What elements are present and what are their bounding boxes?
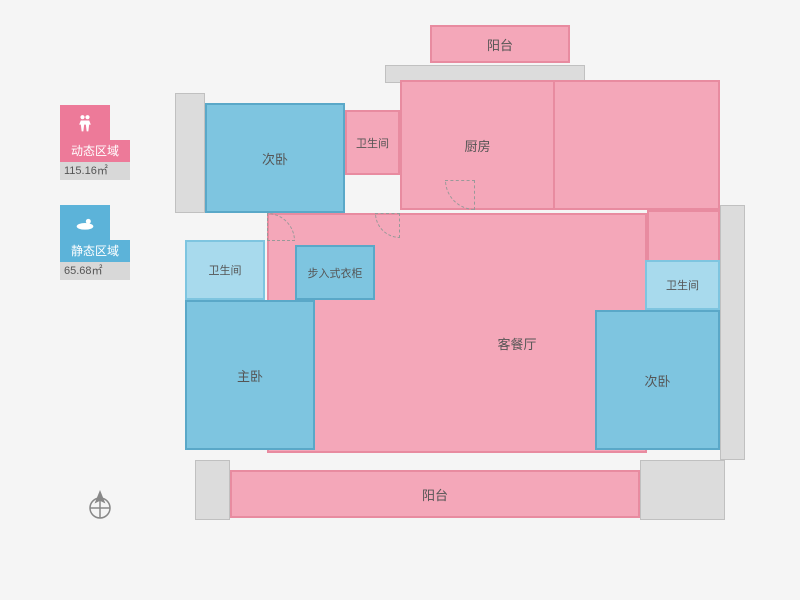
wall-segment — [175, 93, 205, 213]
legend-panel: 动态区域 115.16㎡ 静态区域 65.68㎡ — [60, 105, 130, 305]
wall-segment — [640, 460, 725, 520]
room-bedroom-sec-left: 次卧 — [205, 103, 345, 213]
living-label: 客餐厅 — [495, 332, 538, 355]
bathroom-right-label: 卫生间 — [664, 275, 701, 295]
floorplan: 厨房 阳台 客餐厅 卫生间 次卧 步入式衣柜 卫生间 主卧 卫生间 次卧 阳台 — [175, 25, 755, 565]
dynamic-label: 动态区域 — [60, 140, 130, 162]
dynamic-value: 115.16㎡ — [60, 162, 130, 180]
room-bathroom-left: 卫生间 — [185, 240, 265, 300]
room-balcony-bottom: 阳台 — [230, 470, 640, 518]
static-label: 静态区域 — [60, 240, 130, 262]
balcony-bottom-label: 阳台 — [420, 483, 450, 506]
room-bathroom-right: 卫生间 — [645, 260, 720, 310]
balcony-top-label: 阳台 — [485, 33, 515, 56]
room-corridor — [647, 210, 720, 260]
bathroom-left-label: 卫生间 — [207, 260, 244, 280]
static-icon — [60, 205, 110, 240]
wall-segment — [195, 460, 230, 520]
legend-dynamic: 动态区域 115.16㎡ — [60, 105, 130, 180]
room-master: 主卧 — [185, 300, 315, 450]
wall-segment — [720, 205, 745, 460]
compass-icon — [85, 490, 115, 520]
room-bedroom-sec-right: 次卧 — [595, 310, 720, 450]
bathroom-top-label: 卫生间 — [354, 133, 391, 153]
room-right-wing — [555, 80, 720, 210]
kitchen-label: 厨房 — [462, 134, 492, 157]
room-closet: 步入式衣柜 — [295, 245, 375, 300]
dynamic-icon — [60, 105, 110, 140]
room-bathroom-top: 卫生间 — [345, 110, 400, 175]
bedroom-sec-left-label: 次卧 — [260, 147, 290, 170]
static-value: 65.68㎡ — [60, 262, 130, 280]
master-label: 主卧 — [235, 364, 265, 387]
room-kitchen: 厨房 — [400, 80, 555, 210]
room-balcony-top: 阳台 — [430, 25, 570, 63]
bedroom-sec-right-label: 次卧 — [642, 369, 672, 392]
closet-label: 步入式衣柜 — [306, 263, 365, 283]
legend-static: 静态区域 65.68㎡ — [60, 205, 130, 280]
